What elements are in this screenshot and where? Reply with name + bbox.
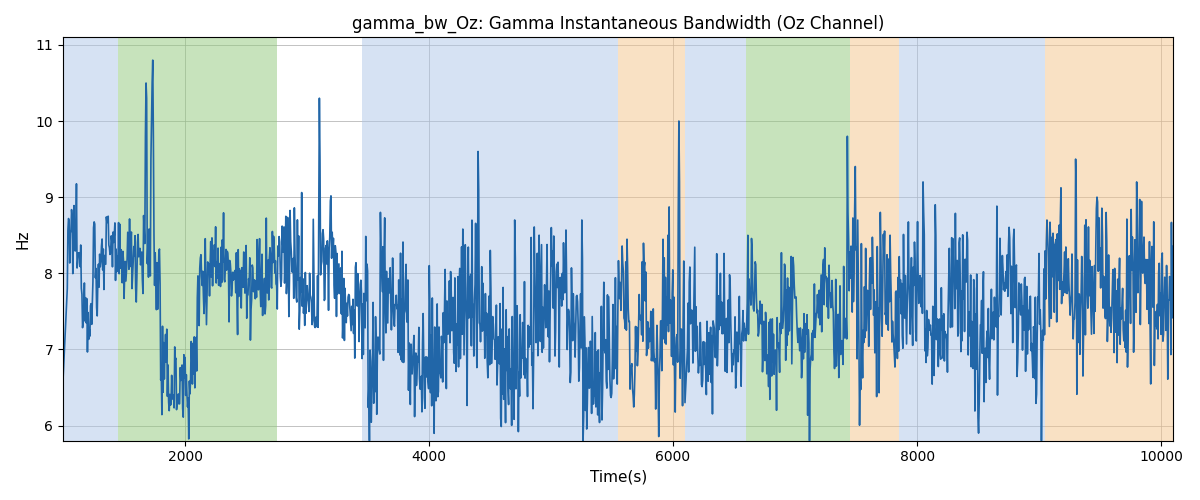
Bar: [362, 38, 618, 440]
Bar: [118, 38, 276, 440]
Y-axis label: Hz: Hz: [16, 230, 30, 249]
Bar: [746, 38, 850, 440]
Bar: [64, 38, 118, 440]
Title: gamma_bw_Oz: Gamma Instantaneous Bandwidth (Oz Channel): gamma_bw_Oz: Gamma Instantaneous Bandwid…: [352, 15, 884, 34]
Bar: [618, 38, 685, 440]
Bar: [685, 38, 746, 440]
Bar: [1045, 38, 1174, 440]
Bar: [850, 38, 899, 440]
Bar: [899, 38, 1045, 440]
X-axis label: Time(s): Time(s): [589, 470, 647, 485]
